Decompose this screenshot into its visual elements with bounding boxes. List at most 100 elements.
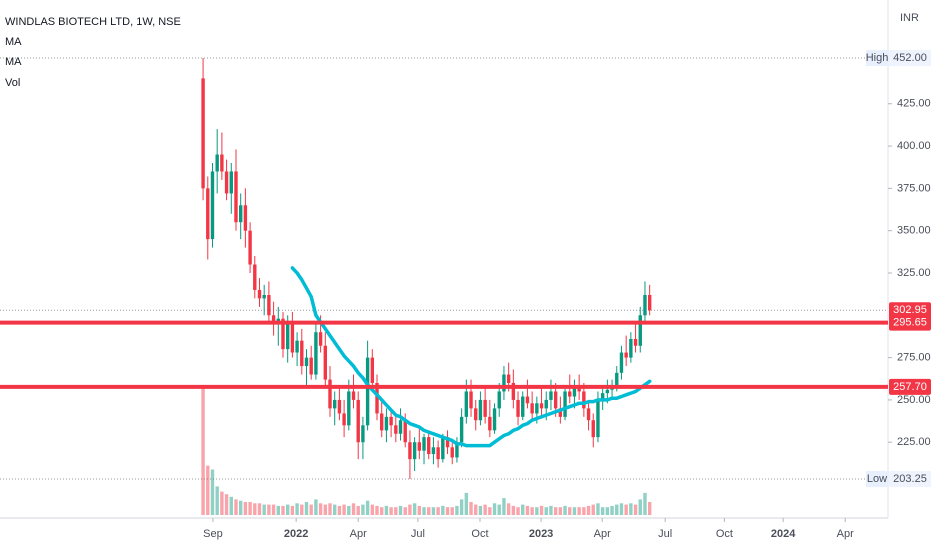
extreme-value-box [889, 471, 931, 488]
volume-bar [558, 507, 563, 515]
candle-body [483, 399, 487, 417]
volume-bar [436, 507, 440, 515]
volume-bar [488, 507, 492, 515]
price-tag-label: 295.65 [893, 317, 927, 329]
candle-body [638, 315, 642, 346]
volume-bar [333, 504, 337, 515]
candle-body [436, 447, 440, 460]
candle-body [600, 393, 605, 400]
volume-bar [633, 504, 638, 515]
price-tag-label: 302.95 [893, 304, 927, 316]
candle-body [257, 289, 262, 299]
legend-entry: Vol [5, 77, 20, 89]
volume-bar [276, 505, 280, 515]
legend-entry: MA [5, 56, 22, 68]
volume-bar [511, 505, 516, 515]
candle-body [253, 264, 257, 290]
volume-bar [295, 503, 299, 515]
volume-bar [267, 504, 271, 515]
volume-bar [530, 507, 534, 515]
volume-bar [464, 492, 469, 515]
volume-bar [582, 507, 586, 515]
volume-bar [309, 504, 313, 515]
volume-bar [577, 507, 581, 515]
volume-bar [351, 503, 356, 515]
candle-body [408, 442, 412, 460]
volume-bar [262, 504, 266, 515]
candle-body [474, 408, 478, 421]
volume-bar [427, 507, 431, 515]
candle-body [285, 323, 290, 350]
volume-bar [285, 504, 290, 515]
volume-bar [600, 507, 605, 515]
price-tag-label: 257.70 [893, 381, 927, 393]
extreme-value-box [889, 50, 931, 67]
volume-bar [370, 504, 375, 515]
candle-body [290, 323, 295, 353]
x-tick-label: Oct [471, 528, 488, 540]
price-tag-box [889, 378, 931, 395]
volume-bar [234, 499, 238, 515]
candle-body [380, 413, 384, 431]
volume-bar [516, 507, 520, 515]
candle-body [525, 396, 530, 404]
volume-bar [328, 503, 332, 515]
volume-bar [210, 469, 215, 515]
volume-bar [591, 504, 595, 515]
volume-bar [408, 504, 412, 515]
volume-bar [422, 507, 426, 515]
candle-body [394, 425, 398, 434]
candle-body [629, 338, 633, 358]
x-tick-label: Apr [350, 528, 367, 540]
candle-body [441, 437, 445, 460]
candle-body [572, 386, 577, 397]
moving-average [290, 266, 652, 448]
candle-body [375, 382, 379, 414]
volume-bar [375, 505, 379, 515]
volume-bar [483, 504, 487, 515]
volume-bar [521, 504, 525, 515]
volume-bar [384, 505, 389, 515]
volume-bar [492, 503, 497, 515]
volume-bar [318, 503, 323, 515]
candle-body [403, 420, 407, 443]
candle-body [351, 391, 356, 400]
candle-body [647, 294, 652, 311]
volume-bar [478, 505, 483, 515]
volume-bar [238, 500, 243, 515]
candle-body [445, 437, 450, 448]
volume-bar [253, 503, 257, 515]
y-tick-label: 250.00 [897, 394, 931, 406]
candle-body [389, 416, 393, 426]
candle-body [549, 391, 553, 400]
volume-bar [572, 507, 577, 515]
candle-body [417, 442, 422, 451]
candle-body [267, 294, 271, 316]
volume-bar [337, 505, 342, 515]
candle-body [455, 442, 459, 458]
y-tick-label: 325.00 [897, 267, 931, 279]
candle-body [304, 357, 309, 367]
plot: 225.00 250.00 275.00 325.00 350.00 375.00 400.… [0, 57, 931, 540]
candle-body [568, 391, 572, 397]
x-tick-label: Sep [203, 528, 223, 540]
price-tag-box [889, 314, 931, 331]
candle-body [553, 391, 558, 409]
candle-body [300, 340, 304, 367]
volume-bar [271, 504, 276, 515]
volume-bar [398, 505, 403, 515]
volume-bar [615, 504, 619, 515]
candle-body [210, 171, 215, 240]
volume-bar [243, 502, 248, 515]
candle-body [535, 403, 539, 414]
volume-bar [605, 507, 610, 515]
volume-bar [347, 505, 351, 515]
volume-bar [356, 505, 360, 515]
volume-bar [248, 502, 252, 515]
volume-bar [229, 496, 233, 515]
candle-body [206, 188, 210, 240]
candle-body [337, 399, 342, 414]
